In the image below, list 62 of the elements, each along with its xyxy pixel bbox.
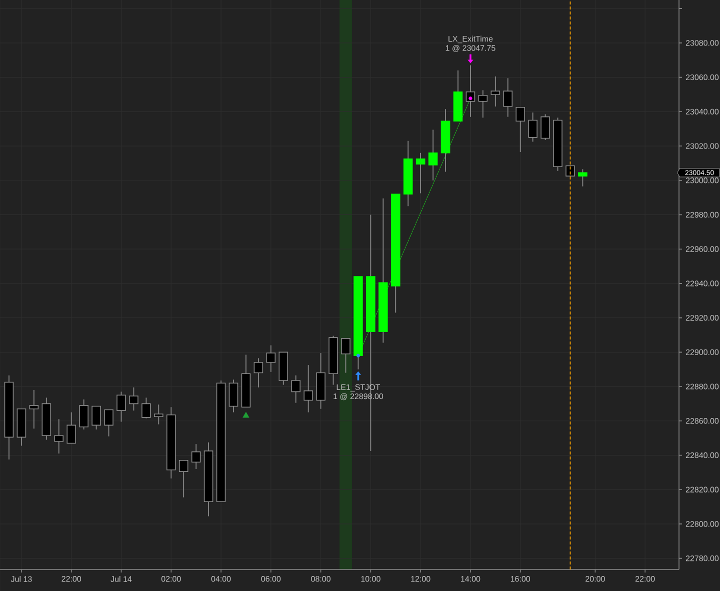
x-tick-label: 04:00 — [211, 576, 231, 582]
candlestick — [129, 386, 138, 412]
y-tick-label: 22800.00 — [686, 521, 719, 527]
candlestick — [540, 114, 550, 140]
x-tick-label: 08:00 — [311, 576, 330, 582]
candlestick — [304, 364, 313, 413]
y-tick-label: 22980.00 — [686, 212, 719, 218]
annotation: 1 @ 23047.75 — [446, 44, 496, 52]
x-tick-label: 22:00 — [62, 576, 82, 582]
candlestick — [54, 418, 64, 454]
candlestick — [79, 398, 88, 430]
x-tick-label: 12:00 — [411, 576, 430, 582]
candlestick — [291, 374, 300, 404]
annotation: LX_ExitTime — [448, 36, 493, 44]
candlestick — [228, 379, 238, 413]
point — [356, 354, 360, 358]
candlestick — [92, 406, 101, 430]
y-tick-label: 22900.00 — [686, 349, 719, 355]
candlestick — [503, 78, 513, 118]
candlestick — [466, 64, 476, 118]
candlestick — [341, 338, 350, 374]
y-tick-label: 22960.00 — [686, 246, 719, 252]
candlestick — [116, 391, 126, 422]
candlestick — [428, 129, 438, 181]
y-tick-label: 23000.00 — [686, 178, 719, 184]
candlestick — [29, 390, 39, 430]
y-tick-label: 22780.00 — [686, 555, 719, 562]
x-tick-label: 14:00 — [461, 576, 480, 582]
candlestick — [416, 152, 426, 194]
point — [468, 96, 472, 100]
y-tick-label: 22940.00 — [686, 280, 719, 286]
candlestick — [528, 112, 538, 142]
candlestick — [104, 409, 114, 437]
x-tick-label: 06:00 — [261, 576, 281, 582]
x-tick-label: 22:00 — [635, 576, 655, 582]
candlestick — [266, 344, 276, 372]
candlestick — [254, 358, 264, 388]
x-tick-label: 16:00 — [510, 576, 530, 582]
candlestick — [154, 404, 164, 425]
point — [242, 412, 250, 418]
y-tick-label: 23080.00 — [686, 40, 719, 46]
candlestick — [142, 397, 151, 419]
y-tick-label: 23040.00 — [686, 108, 719, 114]
x-tick-label: Jul 14 — [110, 576, 132, 582]
y-tick-label: 22860.00 — [686, 418, 719, 424]
candlestick — [578, 168, 588, 187]
x-tick-label: Jul 13 — [10, 576, 32, 582]
x-tick-label: 20:00 — [586, 576, 605, 582]
y-tick-label: 22920.00 — [686, 314, 719, 321]
x-tick-label: 02:00 — [161, 576, 181, 582]
y-tick-label: 22880.00 — [686, 384, 719, 390]
candlestick — [516, 106, 525, 152]
candlestick — [191, 444, 201, 470]
y-tick-label: 22820.00 — [686, 486, 719, 492]
candlestick — [178, 460, 188, 498]
y-tick-label: 23020.00 — [686, 143, 719, 149]
y-tick-label: 22840.00 — [686, 452, 719, 458]
candlestick — [66, 412, 76, 444]
x-tick-label: 10:00 — [361, 576, 380, 582]
candlestick — [478, 90, 488, 118]
y-tick-label: 23060.00 — [686, 74, 719, 80]
candlestick — [490, 76, 500, 107]
